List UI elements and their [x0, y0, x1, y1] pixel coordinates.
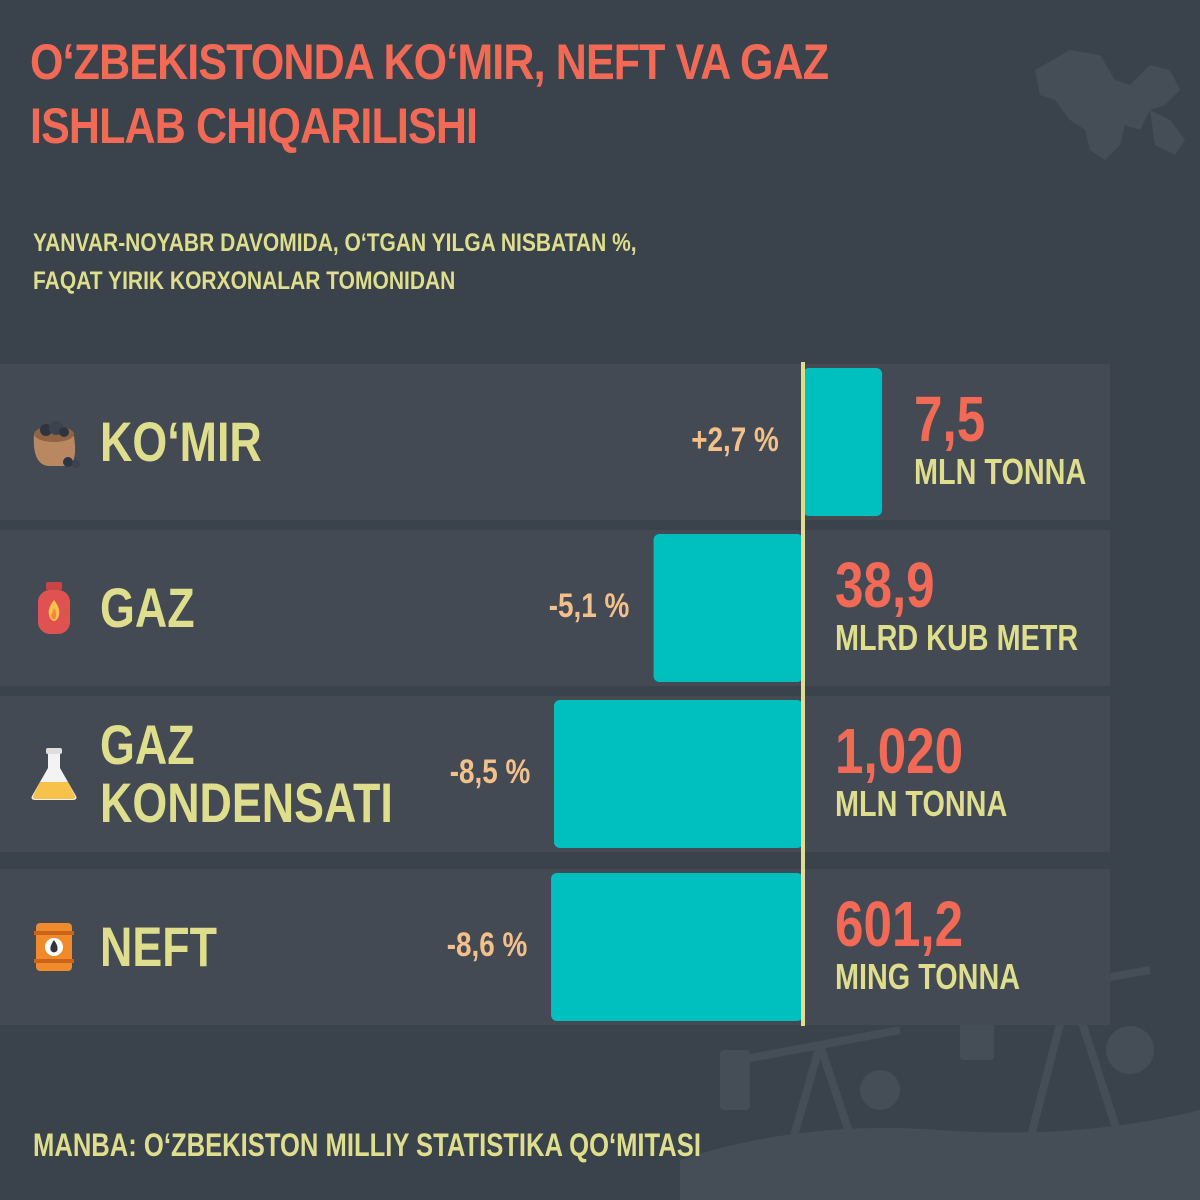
amount-unit: MLRD KUB METR: [835, 617, 1079, 658]
flask-icon: [31, 748, 77, 800]
amount-value: 7,5: [914, 383, 986, 455]
category-label-line: GAZ: [100, 576, 195, 639]
chart-subtitle: YANVAR-NOYABR DAVOMIDA, O‘TGAN YILGA NIS…: [33, 224, 772, 300]
category-label: NEFT: [100, 918, 217, 976]
category-label-line: KONDENSATI: [100, 771, 393, 834]
bar: [803, 368, 883, 516]
percent-label: -5,1 %: [549, 587, 630, 625]
row-band: [0, 530, 1110, 686]
gas-cylinder-icon: [38, 582, 70, 634]
subtitle-line-1: YANVAR-NOYABR DAVOMIDA, O‘TGAN YILGA NIS…: [33, 229, 637, 257]
coal-sack-icon: [33, 421, 80, 468]
row-band: [0, 364, 1110, 520]
category-label: GAZ KONDENSATI: [100, 716, 393, 832]
amount-unit: MLN TONNA: [914, 451, 1087, 492]
amount-value: 38,9: [835, 549, 935, 621]
category-label-line: GAZ: [100, 713, 195, 776]
page-title: O‘ZBEKISTONDA KO‘MIR, NEFT VA GAZ ISHLAB…: [30, 34, 829, 154]
bar: [653, 534, 803, 682]
amount-value: 1,020: [835, 715, 964, 787]
source-note: MANBA: O‘ZBEKISTON MILLIY STATISTIKA QO‘…: [33, 1127, 701, 1163]
bar: [551, 873, 803, 1021]
bar: [553, 700, 803, 848]
amount-unit: MING TONNA: [835, 956, 1021, 997]
category-label: KO‘MIR: [100, 413, 262, 471]
percent-label: +2,7 %: [691, 421, 779, 459]
amount-unit: MLN TONNA: [835, 783, 1008, 824]
amount-value: 601,2: [835, 888, 964, 960]
category-label-line: KO‘MIR: [100, 410, 262, 473]
subtitle-line-2: FAQAT YIRIK KORXONALAR TOMONIDAN: [33, 267, 456, 295]
category-label: GAZ: [100, 579, 195, 637]
percent-label: -8,6 %: [446, 926, 528, 964]
percent-label: -8,5 %: [449, 753, 530, 791]
oil-barrel-icon: [34, 923, 74, 971]
uzbekistan-map-decoration: [1035, 50, 1185, 160]
category-label-line: NEFT: [100, 915, 217, 978]
